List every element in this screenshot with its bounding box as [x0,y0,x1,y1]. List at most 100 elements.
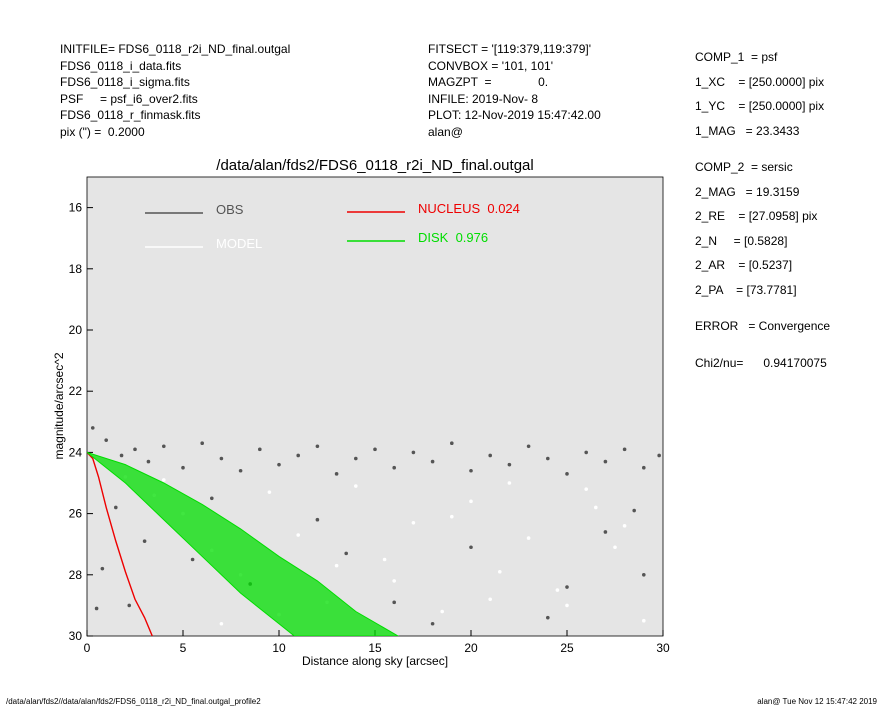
data-point [315,517,320,522]
info-line: CONVBOX = '101, 101' [428,58,553,73]
info-line: 2_MAG = 19.3159 [695,184,800,199]
y-tick-label: 16 [69,201,83,215]
info-line: 1_MAG = 23.3433 [695,123,800,138]
data-point [181,465,185,470]
info-right: COMP_1 = psf 1_XC = [250.0000] pix 1_YC = … [695,50,830,372]
info-line: pix (") = 0.2000 [60,124,145,139]
data-point [392,465,397,470]
info-line: 2_N = [0.5828] [695,233,788,248]
data-point [100,566,105,571]
info-line: FDS6_0118_r_finmask.fits [60,108,201,122]
data-point [258,447,262,452]
data-point [526,444,531,449]
data-point [488,597,493,602]
data-point [334,472,339,476]
data-line [87,451,153,636]
data-point [334,563,339,568]
info-line: 2_RE = [27.0958] pix [695,209,818,223]
x-tick-label: 25 [560,641,574,655]
x-tick-label: 15 [368,641,382,655]
legend-label: DISK 0.976 [418,230,488,245]
data-point [507,481,512,485]
data-point [565,585,569,589]
data-point [411,520,416,525]
legend-label: MODEL [216,236,262,251]
data-point [354,484,358,488]
info-left: INITFILE= FDS6_0118_r2i_ND_final.outgal F… [60,42,290,141]
data-point [565,472,569,476]
plot-area [86,176,664,637]
data-point [632,508,636,513]
data-point [450,514,454,519]
data-point [344,551,349,556]
legend-label: NUCLEUS 0.024 [418,201,520,216]
data-point [210,496,214,501]
y-tick-label: 20 [69,323,83,337]
data-point [642,465,646,470]
data-point [296,533,301,537]
data-point [565,603,569,608]
data-point [411,450,416,455]
data-point [546,615,550,620]
data-point [622,447,627,452]
data-point [613,545,617,550]
info-line: alan@ [428,124,463,139]
data-band [87,451,400,636]
y-label: magnitude/arcsec^2 [52,352,66,459]
data-point [162,478,166,482]
data-point [507,462,512,467]
data-point [488,453,493,458]
y-tick-label: 24 [69,445,83,459]
data-point [219,456,224,461]
data-point [146,459,151,464]
x-label: Distance along sky [arcsec] [302,654,448,668]
x-tick-label: 5 [180,641,187,655]
data-point [440,609,445,614]
info-line: FDS6_0118_i_data.fits [60,58,182,73]
info-line: PLOT: 12-Nov-2019 15:47:42.00 [428,108,601,122]
data-point [219,621,224,626]
data-point [546,456,550,461]
x-tick-label: 30 [656,641,670,655]
y-tick-label: 30 [69,629,83,643]
data-point [114,505,118,510]
data-point [190,557,195,562]
info-line: COMP_1 = psf [695,50,778,64]
info-line: PSF = psf_i6_over2.fits [60,91,198,106]
data-point [469,545,473,550]
y-tick-label: 22 [69,384,83,398]
data-point [430,459,435,464]
y-tick-label: 18 [69,262,83,276]
info-line: ERROR = Convergence [695,319,831,333]
legend-label: OBS [216,202,244,217]
data-point [200,441,204,446]
data-point [584,487,588,491]
data-point [657,453,661,458]
info-line: 2_PA = [73.7781] [695,282,797,297]
data-point [162,444,166,449]
info-line: 1_XC = [250.0000] pix [695,74,825,89]
info-line: 1_YC = [250.0000] pix [695,99,825,113]
data-point [469,499,473,504]
x-tick-label: 20 [464,641,478,655]
data-point [392,579,397,583]
data-point [94,606,99,611]
data-point [642,618,646,623]
data-point [603,459,608,464]
x-tick-label: 10 [272,641,286,655]
info-line: INITFILE= FDS6_0118_r2i_ND_final.outgal [60,42,291,56]
data-point [584,450,588,455]
info-line: INFILE: 2019-Nov- 8 [428,91,539,106]
data-point [127,603,132,608]
chart-title: /data/alan/fds2/FDS6_0118_r2i_ND_final.o… [216,157,533,174]
info-line: FDS6_0118_i_sigma.fits [60,75,190,89]
data-point [526,536,531,540]
info-middle: FITSECT = '[119:379,119:379]' CONVBOX = '… [428,42,601,141]
data-point [90,426,95,430]
data-point [119,453,124,458]
data-point [392,600,397,605]
data-point [450,441,454,446]
info-line: 2_AR = [0.5237] [695,258,793,272]
data-point [277,462,281,467]
